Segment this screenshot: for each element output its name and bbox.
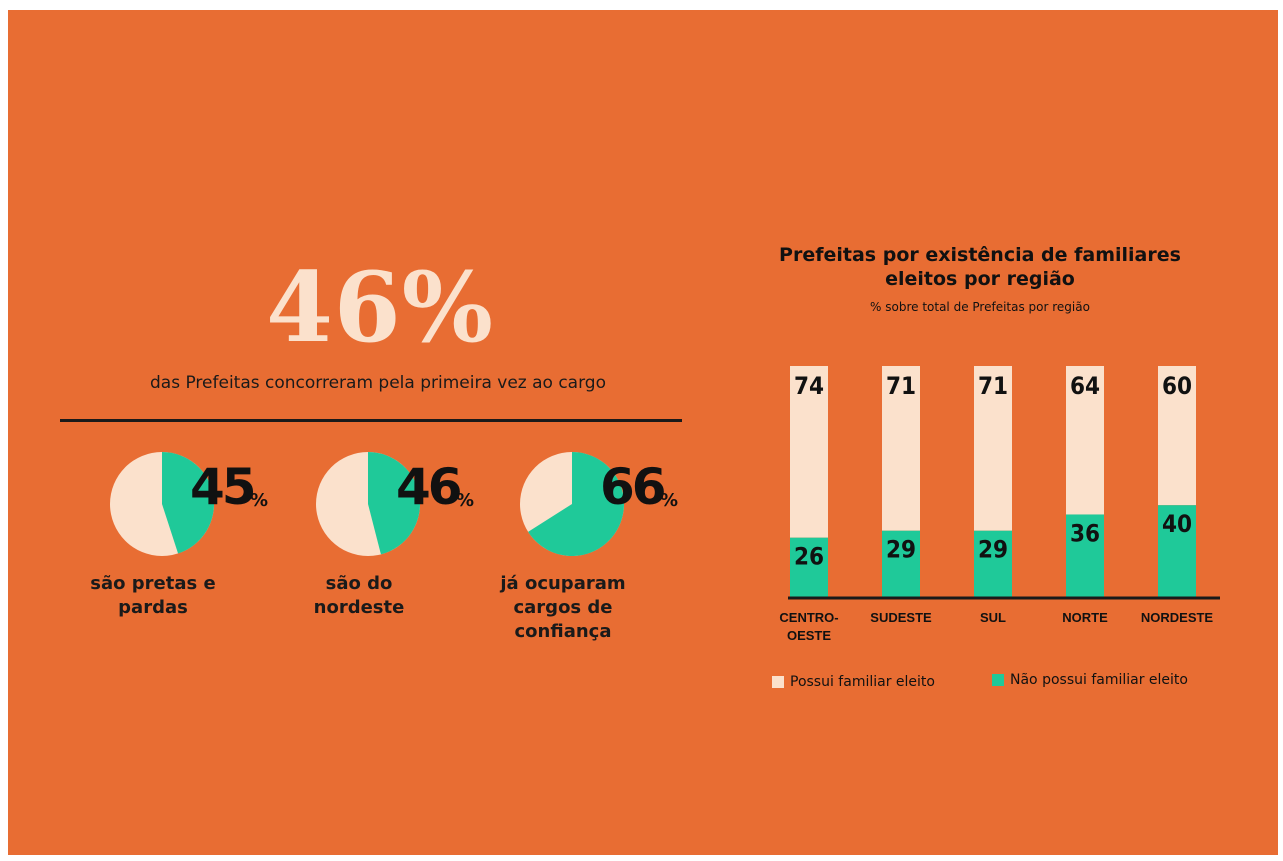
pie-percentage-symbol: % — [660, 490, 679, 511]
headline-percentage: 46% — [266, 251, 494, 364]
pie-slice-value — [162, 452, 214, 554]
category-label: SUL — [980, 610, 1006, 625]
data-label-nao-possui: 26 — [794, 543, 824, 571]
pie-chart — [110, 452, 214, 556]
category-label: NORTE — [1062, 610, 1108, 625]
pie-chart — [316, 452, 421, 556]
pie-percentage-symbol: % — [250, 490, 269, 511]
category-label: CENTRO- — [779, 610, 838, 625]
bar-segment-possui — [1066, 366, 1104, 515]
pie-percentage-value: 45 — [190, 458, 257, 516]
bar-segment-possui — [882, 366, 920, 531]
pie-caption-line: nordeste — [313, 597, 405, 618]
pie-caption-line: pardas — [118, 597, 188, 618]
category-label: OESTE — [787, 628, 831, 643]
legend-label-possui: Possui familiar eleito — [790, 674, 935, 690]
data-label-possui: 71 — [978, 372, 1008, 400]
bar-segment-possui — [790, 366, 828, 538]
pie-percentage-symbol: % — [456, 490, 475, 511]
pie-caption-line: já ocuparam — [500, 573, 626, 594]
category-label: SUDESTE — [870, 610, 932, 625]
bar-segment-nao-possui — [1158, 505, 1196, 598]
pie-caption: são do nordeste — [274, 572, 444, 620]
pie-caption: são pretas e pardas — [68, 572, 238, 620]
pie-group: 66% — [518, 450, 718, 670]
pie-caption-line: cargos de — [513, 597, 613, 618]
data-label-possui: 60 — [1162, 372, 1192, 400]
data-label-nao-possui: 40 — [1162, 510, 1192, 538]
bar-segment-nao-possui — [974, 530, 1012, 598]
pie-group: 46% — [314, 450, 514, 670]
data-label-possui: 64 — [1070, 372, 1100, 400]
pie-group: 45% — [108, 450, 308, 670]
pie-chart — [520, 452, 624, 556]
legend-label-nao-possui: Não possui familiar eleito — [1010, 672, 1188, 688]
divider — [60, 419, 682, 422]
pie-caption-line: são do — [325, 573, 393, 594]
pie-caption-line: confiança — [514, 621, 612, 642]
data-label-nao-possui: 36 — [1070, 519, 1100, 547]
data-label-possui: 74 — [794, 372, 824, 400]
pie-caption-line: são pretas e — [90, 573, 216, 594]
infographic: 46% das Prefeitas concorreram pela prime… — [8, 10, 1278, 855]
pie-slice-value — [368, 452, 421, 555]
chart-title: Prefeitas por existência de familiares e… — [779, 244, 1181, 290]
pie-percentage-value: 46 — [396, 458, 463, 516]
pie-percentage-value: 66 — [600, 458, 667, 516]
bar-segment-nao-possui — [790, 537, 828, 598]
category-label: NORDESTE — [1141, 610, 1214, 625]
data-label-possui: 71 — [886, 372, 916, 400]
stacked-bar-chart: 74 26 CENTRO- OESTE 71 29 SUDESTE 71 29 SUL 64 36 NO… — [779, 366, 1220, 643]
bar-segment-possui — [974, 366, 1012, 531]
legend-swatch-possui — [772, 676, 784, 688]
chart-subtitle: % sobre total de Prefeitas por região — [870, 300, 1090, 314]
legend-swatch-nao-possui — [992, 674, 1004, 686]
data-label-nao-possui: 29 — [978, 536, 1008, 564]
bar-segment-nao-possui — [1066, 514, 1104, 598]
bar-segment-possui — [1158, 366, 1196, 506]
pie-slice-value — [528, 452, 624, 556]
headline-caption: das Prefeitas concorreram pela primeira … — [150, 373, 606, 393]
data-label-nao-possui: 29 — [886, 536, 916, 564]
bar-segment-nao-possui — [882, 530, 920, 598]
pie-caption: já ocuparam cargos de confiança — [478, 572, 648, 644]
